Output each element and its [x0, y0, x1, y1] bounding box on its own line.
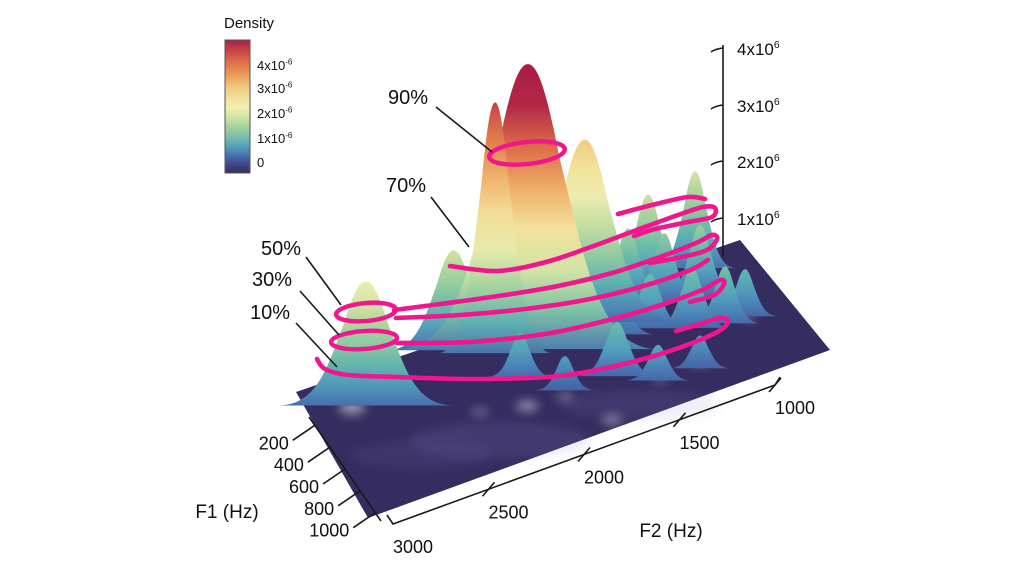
f1-tick — [292, 424, 316, 441]
contour-label-leader-line — [435, 106, 493, 153]
contour-label-leader-line — [430, 196, 470, 248]
density-contour-line — [393, 257, 711, 321]
surface-peaks-layer — [277, 64, 779, 406]
surface-peak — [277, 281, 455, 406]
f1-tick-label: 600 — [289, 477, 319, 497]
f1-tick — [307, 446, 331, 463]
z-tick-label: 3x106 — [737, 96, 780, 116]
contour-percent-label: 50% — [261, 238, 301, 260]
z-tick-label: 4x106 — [737, 39, 780, 59]
z-tick — [710, 104, 724, 110]
peak-base-glow — [471, 408, 489, 416]
colorbar-tick-label: 1x10-6 — [257, 131, 293, 146]
contour-label-leader-line — [295, 322, 338, 368]
contour-percent-label: 70% — [386, 175, 426, 197]
f2-tick-label: 2000 — [584, 468, 624, 488]
z-tick — [710, 47, 724, 53]
f1-tick — [337, 490, 361, 507]
peak-base-glow — [557, 393, 573, 401]
contour-lines-layer — [314, 139, 731, 382]
f2-tick-label: 1000 — [775, 398, 815, 418]
z-tick — [710, 160, 724, 166]
floor-sheen — [560, 390, 720, 420]
f1-tick — [352, 512, 376, 529]
surface-peak — [668, 335, 732, 369]
colorbar-tick-label: 4x10-6 — [257, 58, 293, 73]
f1-axis-title: F1 (Hz) — [195, 502, 258, 523]
density-contour-line — [615, 194, 708, 217]
colorbar-gradient — [224, 39, 251, 174]
f2-tick — [481, 481, 496, 497]
f2-tick-label: 3000 — [393, 537, 433, 557]
surface-peak — [688, 266, 762, 324]
z-tick — [710, 217, 724, 223]
surface-peak — [437, 102, 553, 354]
surface-peak — [661, 225, 740, 297]
f1-tick — [322, 468, 346, 485]
z-tick-label: 2x106 — [737, 152, 780, 172]
f1-tick-label: 400 — [274, 455, 304, 475]
density-contour-ring — [486, 139, 568, 167]
peak-base-glow — [602, 415, 622, 425]
f2-tick-label: 2500 — [488, 502, 528, 522]
f2-tick — [577, 446, 591, 463]
peak-base-glow — [516, 401, 538, 411]
surface-peak — [624, 344, 692, 381]
colorbar-layer: 4x10-6 3x10-6 2x10-6 1x10-6 0 — [224, 39, 293, 174]
floor-sheen — [350, 441, 490, 469]
surface-peak — [397, 64, 658, 350]
surface-peak — [711, 269, 779, 317]
surface-peak — [611, 274, 690, 329]
f1-tick-label: 1000 — [309, 521, 349, 541]
contour-percent-label: 90% — [388, 87, 428, 109]
f2-tick — [672, 412, 687, 428]
f2-tick-label: 1500 — [679, 433, 719, 453]
contour-percent-label: 10% — [250, 302, 290, 324]
f1-tick-label: 200 — [259, 433, 289, 453]
f2-axis-title: F2 (Hz) — [639, 521, 702, 542]
surface-peak — [653, 267, 732, 328]
colorbar-tick-label: 0 — [257, 155, 264, 170]
density-contour-line — [314, 315, 731, 382]
f2-tick — [768, 377, 782, 393]
colorbar-title: Density — [224, 15, 275, 32]
colorbar-tick-label: 2x10-6 — [257, 106, 293, 121]
surface-peak — [486, 332, 554, 377]
contour-percent-label: 30% — [252, 269, 292, 291]
surface-peak — [601, 194, 695, 289]
density-contour-line — [394, 277, 727, 346]
contour-label-leader-line — [305, 256, 342, 306]
colorbar-tick-label: 3x10-6 — [257, 81, 293, 96]
density-contour-line — [391, 232, 720, 313]
contour-label-leader-line — [299, 290, 340, 336]
density-contour-line — [447, 204, 719, 274]
annotations-layer: 90% 70% 50% 30% 10% — [250, 87, 493, 368]
surface-peak — [625, 233, 704, 302]
surface-peak — [575, 322, 659, 377]
axes-layer: 2004006008001000300025002000150010004x10… — [259, 39, 815, 557]
density-contour-ring — [328, 328, 400, 352]
f1-tick-label: 800 — [304, 499, 334, 519]
surface-peak — [491, 139, 679, 323]
z-tick-label: 1x106 — [737, 209, 780, 229]
